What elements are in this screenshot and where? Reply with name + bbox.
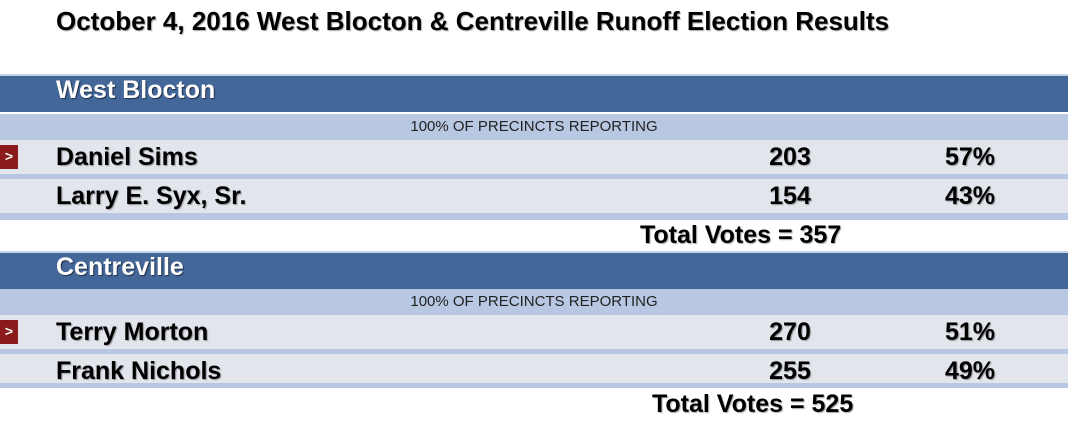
race-header-centreville: Centreville: [0, 251, 1068, 289]
candidate-percent: 49%: [944, 357, 996, 385]
candidate-name: Terry Morton: [56, 318, 209, 346]
race-name: West Blocton: [56, 76, 216, 104]
row-divider: [0, 174, 1068, 181]
race-header-west-blocton: West Blocton: [0, 74, 1068, 112]
reporting-status-row: 100% OF PRECINCTS REPORTING: [0, 289, 1068, 315]
total-votes: Total Votes = 357: [640, 221, 842, 249]
row-divider: [0, 383, 1068, 388]
candidate-percent: 51%: [944, 318, 996, 346]
candidate-name: Daniel Sims: [56, 143, 198, 171]
reporting-status: 100% OF PRECINCTS REPORTING: [410, 118, 658, 135]
candidate-percent: 57%: [944, 143, 996, 171]
candidate-row: > Terry Morton 270 51%: [0, 315, 1068, 349]
candidate-row: Frank Nichols 255 49%: [0, 354, 1068, 388]
race-name: Centreville: [56, 253, 184, 281]
candidate-votes: 270: [769, 318, 811, 346]
page-title: October 4, 2016 West Blocton & Centrevil…: [56, 6, 890, 36]
candidate-name: Frank Nichols: [56, 357, 222, 385]
winner-marker-icon: >: [0, 320, 18, 344]
candidate-name: Larry E. Syx, Sr.: [56, 182, 247, 210]
reporting-status-row: 100% OF PRECINCTS REPORTING: [0, 114, 1068, 140]
candidate-row: > Daniel Sims 203 57%: [0, 140, 1068, 174]
row-divider: [0, 349, 1068, 356]
winner-marker-icon: >: [0, 145, 18, 169]
total-votes: Total Votes = 525: [652, 390, 854, 418]
candidate-percent: 43%: [944, 182, 996, 210]
candidate-votes: 154: [769, 182, 811, 210]
candidate-votes: 203: [769, 143, 811, 171]
row-divider: [0, 213, 1068, 220]
candidate-row: Larry E. Syx, Sr. 154 43%: [0, 179, 1068, 213]
candidate-votes: 255: [769, 357, 811, 385]
reporting-status: 100% OF PRECINCTS REPORTING: [410, 293, 658, 310]
